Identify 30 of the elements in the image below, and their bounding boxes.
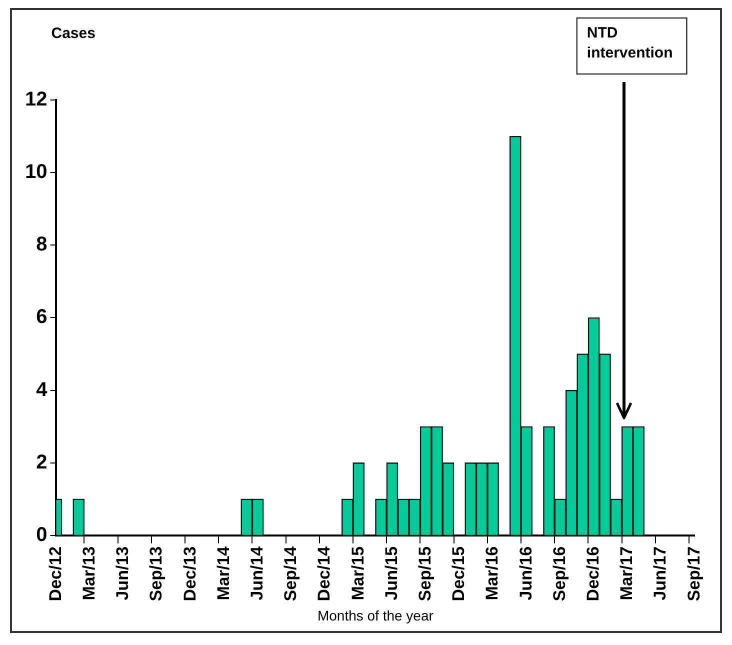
x-tick-label: Dec/12 bbox=[46, 546, 65, 602]
x-tick-label: Dec/14 bbox=[314, 546, 334, 602]
x-tick-label: Jun/17 bbox=[650, 546, 670, 600]
x-tick-label: Mar/14 bbox=[214, 546, 233, 600]
y-tick-label: 10 bbox=[24, 161, 48, 184]
x-tick-label: Dec/16 bbox=[583, 546, 602, 602]
x-tick-label: Sep/14 bbox=[281, 546, 300, 602]
x-tick-label: Mar/15 bbox=[348, 546, 368, 600]
x-tick-label: Sep/17 bbox=[684, 546, 704, 602]
y-tick-label: 0 bbox=[36, 524, 48, 546]
x-tick-label: Dec/15 bbox=[449, 546, 468, 602]
x-tick-label: Jun/13 bbox=[113, 546, 132, 600]
x-tick-label: Sep/16 bbox=[550, 546, 569, 602]
x-tick-label: Jun/14 bbox=[248, 546, 267, 600]
x-tick-label: Sep/13 bbox=[146, 546, 166, 602]
x-tick-label: Sep/15 bbox=[416, 546, 435, 602]
x-tick-label: Mar/17 bbox=[617, 546, 636, 600]
y-axis-title: Cases bbox=[51, 25, 96, 42]
y-tick-label: 6 bbox=[36, 306, 48, 328]
x-tick-label: Mar/16 bbox=[482, 546, 502, 600]
y-tick-label: 2 bbox=[36, 451, 48, 474]
y-tick-label: 8 bbox=[36, 234, 48, 256]
x-tick-label: Jun/15 bbox=[382, 546, 401, 600]
x-tick-label: Jun/16 bbox=[516, 546, 536, 600]
text: NTD intervention bbox=[586, 24, 673, 62]
y-tick-label: 4 bbox=[36, 378, 48, 401]
x-tick-label: Dec/13 bbox=[180, 546, 200, 602]
y-tick-label: 12 bbox=[24, 88, 48, 111]
x-axis-title: Months of the year bbox=[317, 607, 434, 624]
x-tick-label: Mar/13 bbox=[80, 546, 99, 600]
